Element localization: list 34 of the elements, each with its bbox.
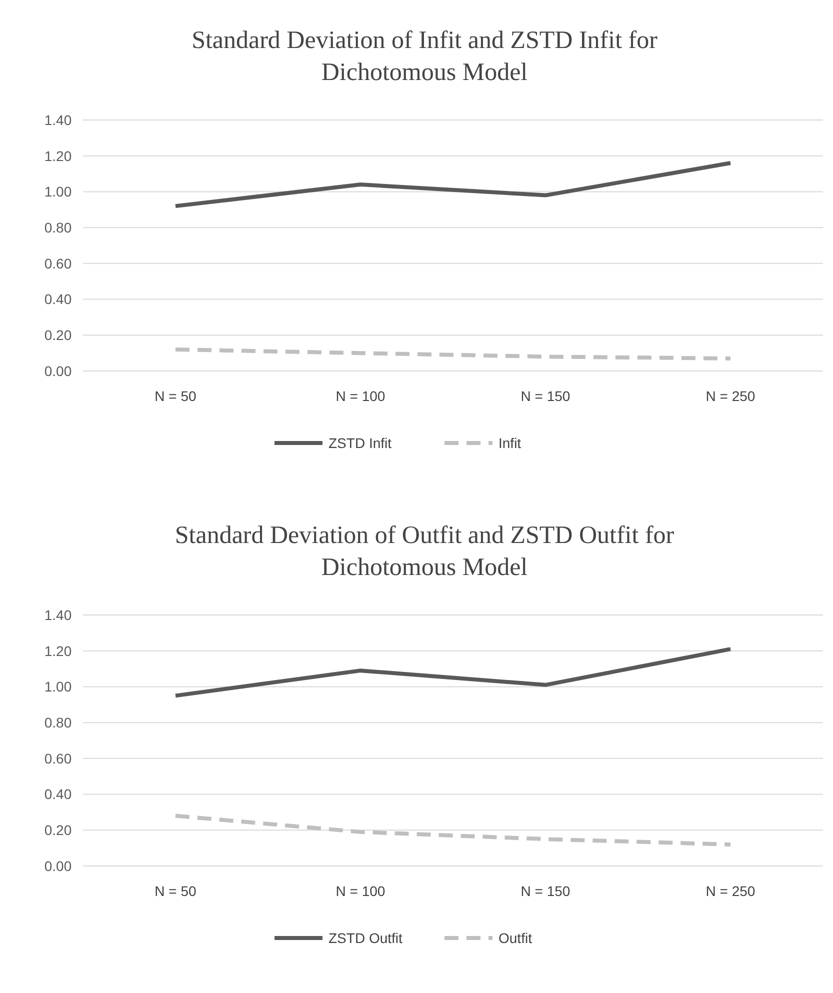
y-tick-label: 0.00 xyxy=(44,858,72,874)
y-tick-label: 1.00 xyxy=(44,184,72,200)
y-tick-label: 0.40 xyxy=(44,786,72,802)
y-tick-label: 0.60 xyxy=(44,750,72,766)
y-tick-label: 0.40 xyxy=(44,291,72,308)
legend-label: Infit xyxy=(498,434,522,451)
y-tick-label: 1.40 xyxy=(44,112,72,128)
y-tick-label: 1.20 xyxy=(44,642,72,659)
y-tick-label: 0.80 xyxy=(44,714,72,730)
x-tick-label: N = 100 xyxy=(336,883,386,899)
x-tick-label: N = 50 xyxy=(154,883,197,899)
legend-label: ZSTD Outfit xyxy=(328,930,403,946)
line-series xyxy=(174,814,732,846)
x-tick-label: N = 150 xyxy=(520,883,570,899)
y-tick-label: 0.80 xyxy=(44,219,72,236)
y-tick-label: 1.40 xyxy=(44,606,72,623)
y-tick-label: 1.20 xyxy=(44,148,72,164)
chart-title: Standard Deviation of Infit and ZSTD Infit for Dichotomous Model xyxy=(192,27,658,86)
y-tick-label: 0.20 xyxy=(44,327,72,344)
x-tick-label: N = 50 xyxy=(154,388,197,404)
y-tick-label: 0.00 xyxy=(44,362,72,379)
x-tick-label: N = 250 xyxy=(706,883,756,899)
legend-label: Outfit xyxy=(498,930,532,946)
line-series xyxy=(174,347,732,360)
y-tick-label: 0.20 xyxy=(44,822,72,838)
y-tick-label: 0.60 xyxy=(44,255,72,272)
x-tick-label: N = 150 xyxy=(520,388,570,404)
line-series xyxy=(174,161,732,208)
x-tick-label: N = 100 xyxy=(336,388,386,404)
x-tick-label: N = 250 xyxy=(706,388,756,404)
y-tick-label: 1.00 xyxy=(44,678,72,695)
chart-title: Standard Deviation of Outfit and ZSTD Outfit for Dichotomous Model xyxy=(174,522,675,581)
legend-label: ZSTD Infit xyxy=(328,434,392,451)
line-series xyxy=(174,647,732,698)
